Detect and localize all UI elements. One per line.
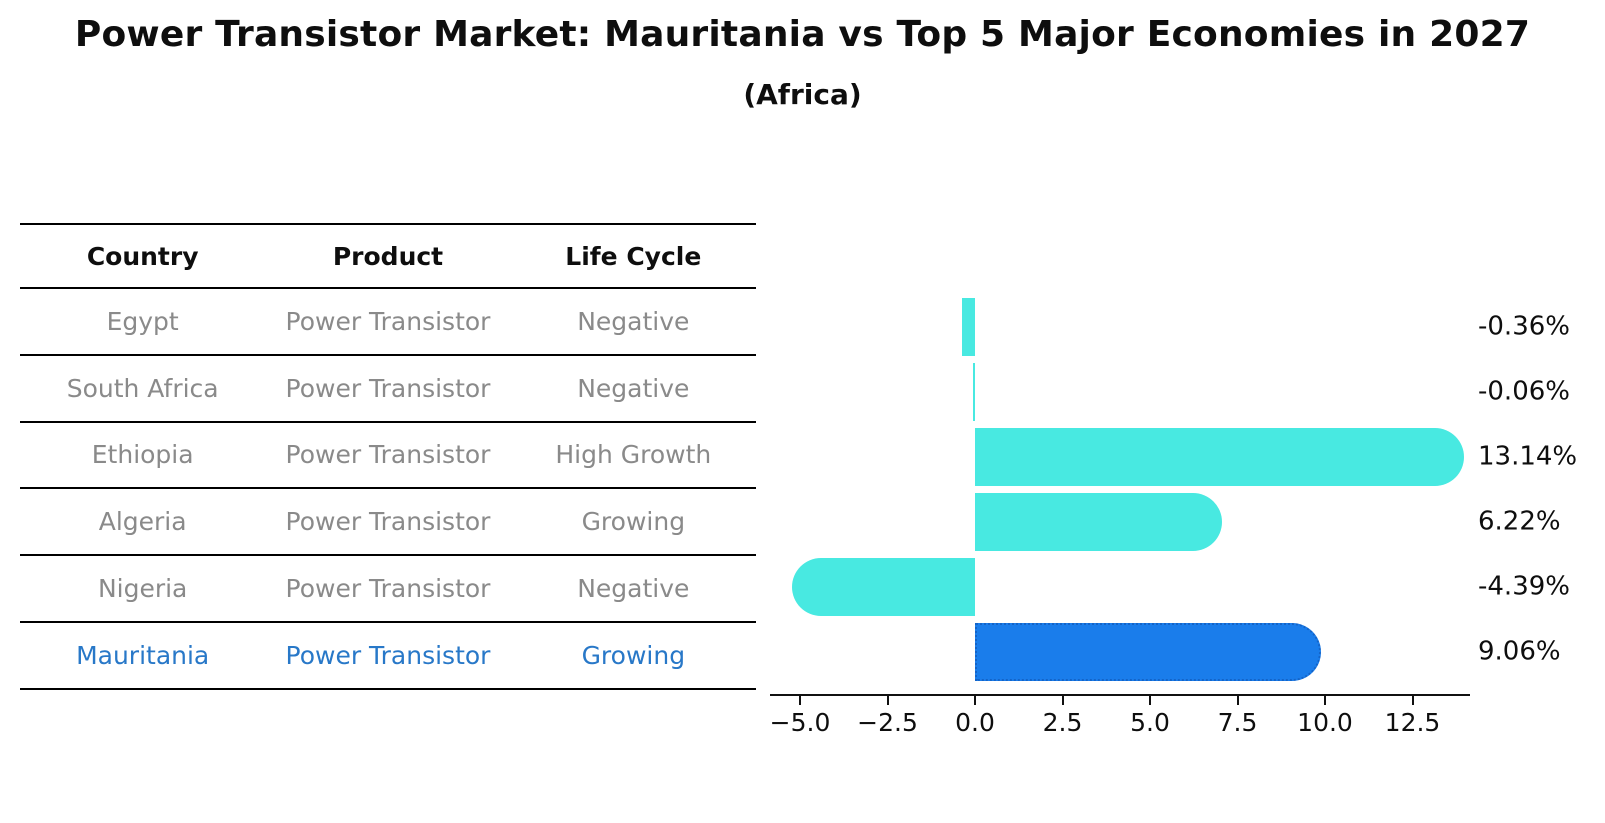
- x-tick-label: 12.5: [1384, 708, 1441, 737]
- cell-life-cycle: Negative: [577, 373, 690, 403]
- cell-life-cycle: Growing: [581, 640, 686, 670]
- cell-product: Power Transistor: [285, 440, 491, 470]
- bar-algeria: [975, 493, 1222, 551]
- value-label-nigeria: -4.39%: [1478, 571, 1570, 602]
- cell-life-cycle: Growing: [581, 507, 686, 537]
- x-tick-label: 2.5: [1042, 708, 1083, 737]
- cell-country: Ethiopia: [91, 440, 194, 470]
- value-label-mauritania: 9.06%: [1478, 636, 1561, 667]
- x-tick-mark: [1149, 696, 1151, 705]
- table-row-mauritania: Mauritania Power Transistor Growing: [20, 623, 756, 690]
- header-life-cycle: Life Cycle: [565, 241, 702, 271]
- x-tick-label: −5.0: [769, 708, 831, 737]
- value-label-ethiopia: 13.14%: [1478, 441, 1578, 472]
- x-tick-mark: [974, 696, 976, 705]
- value-label-algeria: 6.22%: [1478, 506, 1561, 537]
- value-label-egypt: -0.36%: [1478, 311, 1570, 342]
- cell-product: Power Transistor: [285, 574, 491, 604]
- cell-life-cycle: Negative: [577, 574, 690, 604]
- x-tick-label: 0.0: [955, 708, 995, 737]
- x-axis-line: [770, 694, 1470, 697]
- bar-south-africa: [972, 363, 975, 421]
- cell-product: Power Transistor: [285, 640, 491, 670]
- cell-product: Power Transistor: [285, 306, 491, 336]
- header-product: Product: [332, 241, 444, 271]
- x-tick-mark: [1411, 696, 1414, 705]
- table-body: Egypt Power Transistor Negative South Afric…: [20, 289, 756, 690]
- cell-country: Egypt: [106, 306, 179, 336]
- table-row-ethiopia: Ethiopia Power Transistor High Growth: [20, 423, 756, 490]
- x-tick-label: −2.5: [857, 708, 918, 737]
- x-tick-mark: [886, 696, 889, 705]
- chart-title: Power Transistor Market: Mauritania vs T…: [74, 14, 1531, 55]
- bar-egypt: [962, 298, 975, 356]
- cell-life-cycle: High Growth: [555, 440, 712, 470]
- x-tick-mark: [1061, 696, 1064, 705]
- x-tick-mark: [799, 696, 801, 705]
- cell-country: Mauritania: [76, 640, 210, 670]
- x-tick-mark: [1324, 696, 1326, 705]
- table-row-nigeria: Nigeria Power Transistor Negative: [20, 556, 756, 623]
- cell-product: Power Transistor: [285, 373, 491, 403]
- x-tick-label: 10.0: [1297, 708, 1353, 737]
- cell-country: South Africa: [66, 373, 219, 403]
- table-header-row: Country Product Life Cycle: [20, 223, 756, 289]
- x-tick-label: 5.0: [1130, 708, 1170, 737]
- bar-nigeria: [792, 558, 975, 616]
- cell-life-cycle: Negative: [577, 306, 690, 336]
- table-row-south-africa: South Africa Power Transistor Negative: [20, 356, 756, 423]
- x-tick-label: 7.5: [1217, 708, 1258, 737]
- cell-country: Nigeria: [97, 574, 188, 604]
- bar-ethiopia: [975, 428, 1464, 486]
- table-row-egypt: Egypt Power Transistor Negative: [20, 289, 756, 356]
- table-row-algeria: Algeria Power Transistor Growing: [20, 489, 756, 557]
- bar-mauritania: [975, 623, 1322, 681]
- cell-country: Algeria: [98, 507, 187, 537]
- chart-subtitle: (Africa): [743, 78, 862, 111]
- cell-product: Power Transistor: [285, 507, 491, 537]
- country-table: Country Product Life Cycle Egypt Power Tr…: [20, 223, 756, 690]
- header-country: Country: [86, 241, 199, 271]
- x-tick-mark: [1236, 696, 1239, 705]
- value-label-south-africa: -0.06%: [1478, 376, 1570, 407]
